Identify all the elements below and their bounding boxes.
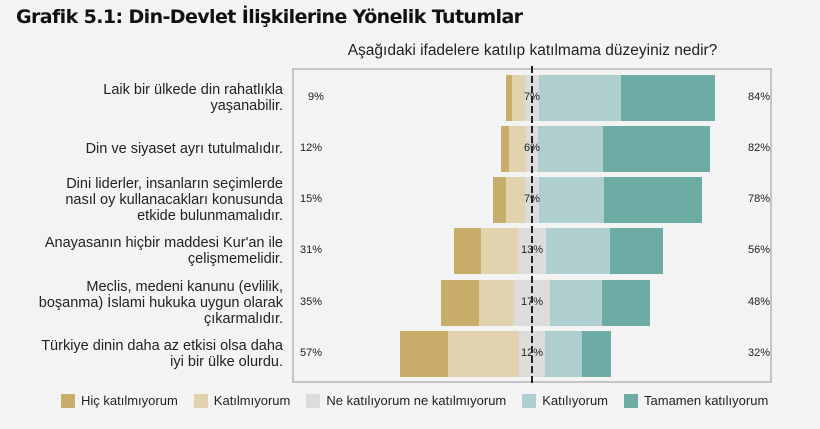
agree-total-label: 56% <box>747 244 770 256</box>
row-label-line: Meclis, medeni kanunu (evlilik, <box>86 279 283 295</box>
bar-segment <box>441 280 479 326</box>
legend-swatch <box>193 393 208 408</box>
neutral-center-line <box>531 66 533 384</box>
legend-item-katiliyorum: Katılıyorum <box>522 393 608 408</box>
legend-label: Katılmıyorum <box>213 393 291 408</box>
neutral-label: 12% <box>520 347 544 359</box>
row-label-line: Laik bir ülkede din rahatlıkla <box>103 82 283 98</box>
row-label-line: yaşanabilir. <box>210 98 283 114</box>
agree-total-label: 84% <box>747 91 770 103</box>
legend-swatch <box>522 393 537 408</box>
bar-segment <box>493 177 506 223</box>
bar-segment <box>582 331 612 377</box>
stacked-bar <box>493 177 703 223</box>
stacked-bar <box>505 75 715 121</box>
bar-segment <box>448 331 520 377</box>
disagree-total-label: 9% <box>308 91 324 103</box>
bar-segment <box>603 126 710 172</box>
row-label: Laik bir ülkede din rahatlıkla yaşanabili… <box>103 82 283 114</box>
neutral-label: 17% <box>520 296 544 308</box>
legend-item-tamamen-katiliyorum: Tamamen katılıyorum <box>624 393 768 408</box>
row-label-line: boşanma) İslami hukuka uygun olarak <box>38 295 283 311</box>
legend-label: Katılıyorum <box>542 393 609 408</box>
bar-segment <box>500 126 509 172</box>
bar-segment <box>610 228 663 274</box>
agree-total-label: 48% <box>747 296 770 308</box>
bar-segment <box>544 331 583 377</box>
agree-total-label: 82% <box>747 142 770 154</box>
row-label-line: nasıl oy kullanacakları konusunda <box>65 192 283 208</box>
row-label: Türkiye dinin daha az etkisi olsa daha iy… <box>41 338 283 370</box>
disagree-total-label: 31% <box>300 244 323 256</box>
row-label-line: Anayasanın hiçbir maddesi Kur'an ile <box>44 235 283 251</box>
bar-segment <box>549 280 602 326</box>
bar-segment <box>478 280 515 326</box>
bar-segment <box>545 228 611 274</box>
disagree-total-label: 57% <box>300 347 323 359</box>
neutral-label: 13% <box>520 244 544 256</box>
disagree-total-label: 15% <box>300 193 323 205</box>
neutral-label: 7% <box>524 193 540 205</box>
bar-segment <box>539 177 605 223</box>
row-label-line: çelişmemelidir. <box>187 251 283 267</box>
neutral-label: 7% <box>524 91 540 103</box>
legend-swatch <box>61 393 75 408</box>
legend-item-katilmiyorum: Katılmıyorum <box>193 393 291 408</box>
legend-swatch <box>306 393 321 408</box>
row-label-line: Türkiye dinin daha az etkisi olsa daha <box>41 338 283 354</box>
bar-segment <box>604 177 703 223</box>
disagree-total-label: 35% <box>300 296 323 308</box>
row-label: Din ve siyaset ayrı tutulmalıdır. <box>86 141 283 157</box>
bar-segment <box>400 331 449 377</box>
bar-segment <box>480 228 519 274</box>
neutral-label: 6% <box>524 142 540 154</box>
bar-segment <box>453 228 481 274</box>
disagree-total-label: 12% <box>300 142 323 154</box>
bar-segment <box>620 75 715 121</box>
legend: Hiç katılmıyorum Katılmıyorum Ne katılıy… <box>61 393 784 408</box>
legend-swatch <box>624 393 639 408</box>
bar-segment <box>539 75 621 121</box>
bar-segment <box>505 177 525 223</box>
legend-label: Hiç katılmıyorum <box>81 393 178 408</box>
chart-subtitle: Aşağıdaki ifadelere katılıp katılmama dü… <box>347 42 718 59</box>
legend-item-hic-katilmiyorum: Hiç katılmıyorum <box>61 393 178 408</box>
row-label-line: Dini liderler, insanların seçimlerde <box>66 176 283 192</box>
row-label: Anayasanın hiçbir maddesi Kur'an ile çeli… <box>45 235 283 267</box>
row-label: Dini liderler, insanların seçimlerde nası… <box>65 176 283 224</box>
bar-segment <box>601 280 651 326</box>
bar-segment <box>512 75 525 121</box>
legend-item-ne-katiliyorum: Ne katılıyorum ne katılmıyorum <box>306 393 506 408</box>
legend-label: Tamamen katılıyorum <box>644 393 769 408</box>
agree-total-label: 32% <box>747 347 770 359</box>
bar-segment <box>509 126 526 172</box>
row-label-line: iyi bir ülke olurdu. <box>170 354 283 370</box>
stacked-bar <box>400 331 612 377</box>
row-label-line: çıkarmalıdır. <box>204 311 283 327</box>
row-label-line: Din ve siyaset ayrı tutulmalıdır. <box>85 141 283 157</box>
legend-label: Ne katılıyorum ne katılmıyorum <box>326 393 507 408</box>
row-label-line: etkide bulunmamalıdır. <box>137 208 283 224</box>
row-label: Meclis, medeni kanunu (evlilik, boşanma) … <box>39 279 283 327</box>
chart-title: Grafik 5.1: Din-Devlet İlişkilerine Yöne… <box>16 6 523 28</box>
stacked-bar <box>441 280 651 326</box>
stacked-bar <box>500 126 710 172</box>
agree-total-label: 78% <box>747 193 770 205</box>
bar-segment <box>505 75 513 121</box>
bar-segment <box>538 126 604 172</box>
stacked-bar <box>453 228 663 274</box>
